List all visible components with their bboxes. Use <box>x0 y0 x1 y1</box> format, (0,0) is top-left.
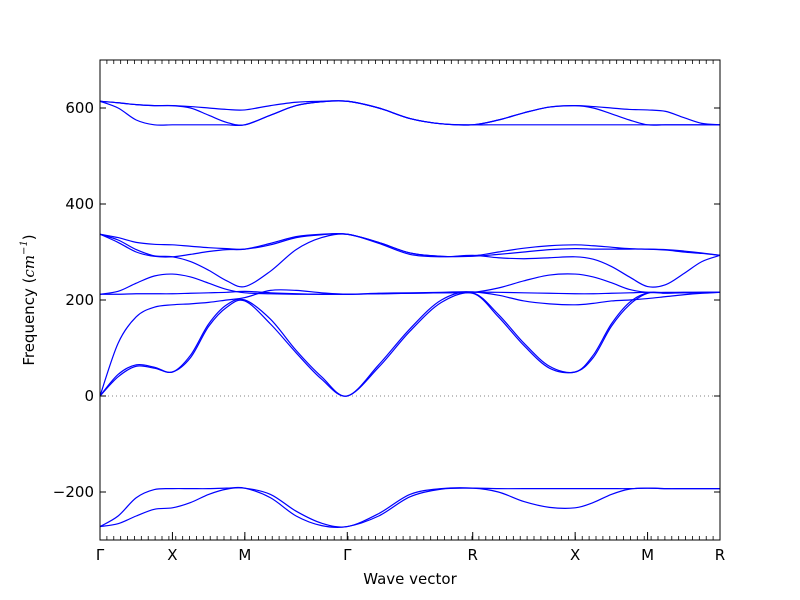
tick-labels: −200 0 200 400 600 Γ X M Γ R X M R <box>53 99 725 564</box>
x-tick-label: Γ <box>96 546 105 564</box>
y-axis-label-unit: cm <box>20 255 38 278</box>
x-tick-label: M <box>238 546 251 564</box>
y-tick-label: 600 <box>65 99 94 117</box>
band-line-4 <box>99 291 720 397</box>
band-line-8 <box>99 233 721 288</box>
x-tick-label: X <box>570 546 580 564</box>
band-line-10 <box>99 233 721 258</box>
band-line-3 <box>99 291 720 397</box>
x-tick-label: R <box>468 546 478 564</box>
band-line-2 <box>99 486 720 529</box>
band-line-12 <box>99 100 720 126</box>
y-tick-label: −200 <box>53 483 94 501</box>
axis-ticks <box>99 60 721 540</box>
x-tick-label: R <box>715 546 725 564</box>
band-lines <box>99 100 721 529</box>
band-line-7 <box>99 273 720 295</box>
band-line-13 <box>99 100 721 126</box>
y-axis-label-suffix: ) <box>20 234 38 240</box>
band-line-11 <box>99 100 720 127</box>
x-tick-label: X <box>167 546 177 564</box>
x-tick-label: Γ <box>343 546 352 564</box>
y-axis-label-prefix: Frequency ( <box>20 278 38 366</box>
x-tick-label: M <box>641 546 654 564</box>
y-tick-label: 200 <box>65 291 94 309</box>
y-tick-label: 400 <box>65 195 94 213</box>
band-line-5 <box>99 289 721 397</box>
y-tick-label: 0 <box>84 387 94 405</box>
y-axis-label-exponent: −1 <box>19 240 30 255</box>
x-axis-label: Wave vector <box>363 570 457 588</box>
band-line-1 <box>99 487 720 528</box>
y-axis-label: Frequency (cm−1) <box>19 234 38 365</box>
